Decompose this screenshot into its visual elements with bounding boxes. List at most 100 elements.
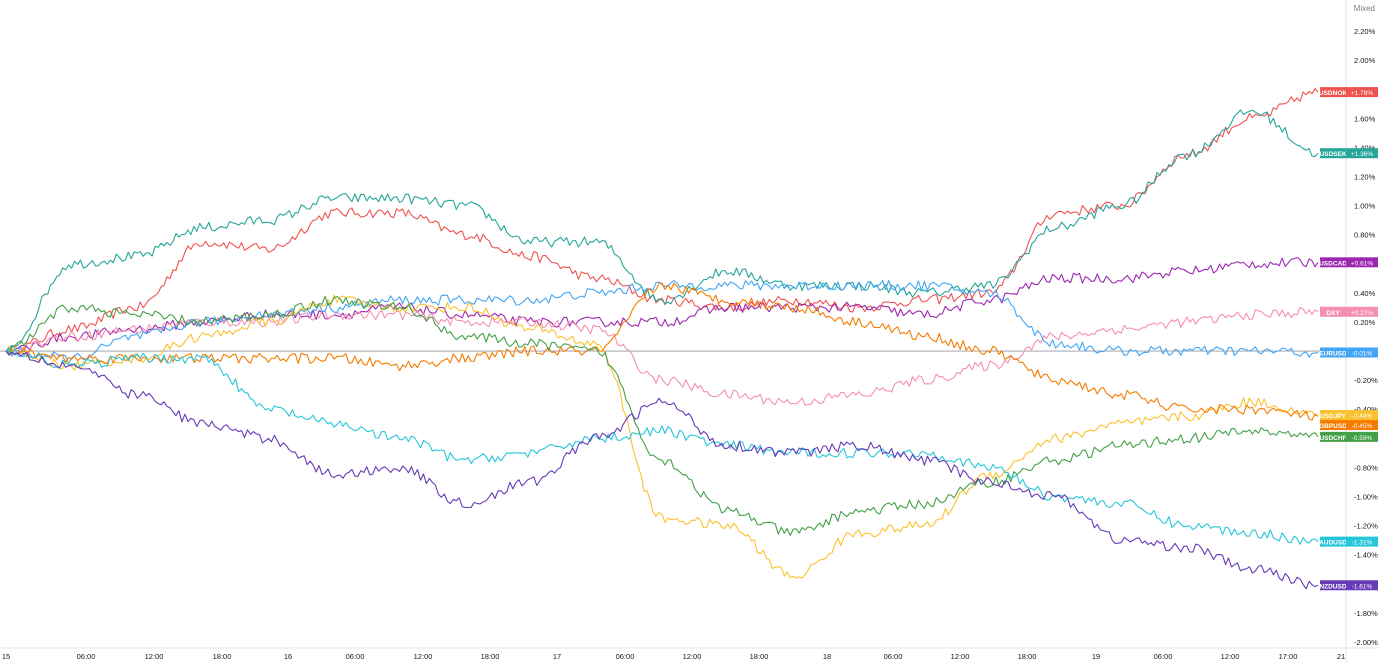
x-tick-label: 18:00 bbox=[750, 652, 769, 661]
x-tick-label: 12:00 bbox=[145, 652, 164, 661]
series-line-audusd bbox=[5, 347, 1319, 545]
badge-name-label: USDNOK bbox=[1319, 90, 1347, 97]
badge-gbpusd: GBPUSD -0.45% bbox=[1319, 420, 1378, 431]
badge-name-bg bbox=[1320, 148, 1346, 159]
series-line-usdsek bbox=[5, 109, 1319, 352]
last-value-badges: USDNOK +1.78% USDSEK +1.36% USDCAD +0.61% DXY +… bbox=[1319, 87, 1378, 591]
y-tick-label: 1.60% bbox=[1354, 114, 1376, 123]
y-tick-label: -2.00% bbox=[1354, 638, 1378, 647]
badge-value-bg bbox=[1346, 347, 1378, 358]
y-tick-label: 1.40% bbox=[1354, 143, 1376, 152]
badge-value-bg bbox=[1346, 410, 1378, 421]
x-axis: 15 06:00 12:00 18:00 16 06:00 12:00 18:00 17 06:0… bbox=[2, 652, 1345, 661]
badge-usdjpy: USDJPY -0.44% bbox=[1320, 410, 1378, 421]
badge-value-label: -0.44% bbox=[1352, 413, 1373, 420]
series-line-usdchf bbox=[5, 295, 1319, 536]
badge-value-bg bbox=[1346, 257, 1378, 268]
badge-nzdusd: NZDUSD -1.61% bbox=[1319, 580, 1378, 591]
x-tick-label: 19 bbox=[1092, 652, 1100, 661]
series-line-usdnok bbox=[5, 88, 1319, 356]
badge-value-label: +0.27% bbox=[1351, 310, 1373, 317]
badge-name-label: EURUSD bbox=[1319, 351, 1347, 358]
x-tick-label: 18 bbox=[823, 652, 831, 661]
badge-value-label: +1.36% bbox=[1351, 151, 1373, 158]
badge-value-label: -1.61% bbox=[1352, 583, 1373, 590]
badge-dxy: DXY +0.27% bbox=[1320, 306, 1378, 317]
badge-usdchf: USDCHF -0.59% bbox=[1319, 431, 1378, 442]
x-tick-label: 15 bbox=[2, 652, 10, 661]
badge-audusd: AUDUSD -1.31% bbox=[1319, 536, 1378, 547]
series-line-usdcad bbox=[5, 257, 1319, 352]
badge-name-label: AUDUSD bbox=[1319, 540, 1347, 547]
badge-name-label: USDCHF bbox=[1319, 435, 1346, 442]
x-tick-label: 12:00 bbox=[414, 652, 433, 661]
y-tick-label: -1.40% bbox=[1354, 551, 1378, 560]
x-tick-label: 12:00 bbox=[951, 652, 970, 661]
series-lines bbox=[5, 88, 1319, 590]
badge-eurusd: EURUSD -0.01% bbox=[1319, 347, 1378, 358]
badge-value-bg bbox=[1346, 431, 1378, 442]
x-tick-label: 06:00 bbox=[616, 652, 635, 661]
badge-value-label: -0.59% bbox=[1352, 435, 1373, 442]
y-tick-label: -0.80% bbox=[1354, 463, 1378, 472]
badge-value-label: -0.01% bbox=[1352, 351, 1373, 358]
badge-name-bg bbox=[1320, 347, 1346, 358]
badge-value-label: +1.78% bbox=[1351, 90, 1373, 97]
badge-usdnok: USDNOK +1.78% bbox=[1319, 87, 1378, 98]
badge-usdcad: USDCAD +0.61% bbox=[1319, 257, 1378, 268]
y-tick-label: 2.00% bbox=[1354, 56, 1376, 65]
badge-name-bg bbox=[1320, 257, 1346, 268]
badge-value-bg bbox=[1346, 420, 1378, 431]
series-line-eurusd bbox=[5, 279, 1319, 364]
badge-name-bg bbox=[1320, 87, 1346, 98]
badge-value-bg bbox=[1346, 536, 1378, 547]
y-axis: 2.20%2.00%1.80%1.60%1.40%1.20%1.00%0.80%… bbox=[1354, 27, 1378, 647]
x-tick-label: 12:00 bbox=[1221, 652, 1240, 661]
badge-value-bg bbox=[1346, 580, 1378, 591]
badge-value-bg bbox=[1346, 306, 1378, 317]
y-tick-label: 0.80% bbox=[1354, 231, 1376, 240]
badge-value-bg bbox=[1346, 87, 1378, 98]
badge-name-label: GBPUSD bbox=[1319, 423, 1347, 430]
x-tick-label: 21 bbox=[1337, 652, 1345, 661]
badge-value-label: +0.61% bbox=[1351, 260, 1373, 267]
badge-value-label: -1.31% bbox=[1352, 540, 1373, 547]
series-line-dxy bbox=[5, 306, 1319, 406]
badge-name-label: USDJPY bbox=[1320, 413, 1347, 420]
badge-name-bg bbox=[1320, 410, 1346, 421]
badge-value-label: -0.45% bbox=[1352, 423, 1373, 430]
x-tick-label: 17:00 bbox=[1279, 652, 1298, 661]
badge-usdsek: USDSEK +1.36% bbox=[1319, 148, 1378, 159]
y-tick-label: 0.40% bbox=[1354, 289, 1376, 298]
y-tick-label: -1.20% bbox=[1354, 522, 1378, 531]
badge-name-label: DXY bbox=[1326, 310, 1340, 317]
series-line-nzdusd bbox=[5, 350, 1319, 590]
series-line-gbpusd bbox=[5, 282, 1319, 421]
x-tick-label: 06:00 bbox=[346, 652, 365, 661]
x-tick-label: 06:00 bbox=[884, 652, 903, 661]
x-tick-label: 06:00 bbox=[77, 652, 96, 661]
y-tick-label: 1.20% bbox=[1354, 172, 1376, 181]
y-tick-label: 2.20% bbox=[1354, 27, 1376, 36]
x-tick-label: 18:00 bbox=[1018, 652, 1037, 661]
y-tick-label: 0.20% bbox=[1354, 318, 1376, 327]
badge-name-label: USDSEK bbox=[1319, 151, 1346, 158]
badge-name-bg bbox=[1320, 580, 1346, 591]
scale-mode-label[interactable]: Mixed bbox=[1354, 4, 1375, 13]
y-tick-label: 1.00% bbox=[1354, 202, 1376, 211]
badge-name-bg bbox=[1320, 536, 1346, 547]
x-tick-label: 06:00 bbox=[1154, 652, 1173, 661]
x-tick-label: 12:00 bbox=[683, 652, 702, 661]
badge-name-label: USDCAD bbox=[1319, 260, 1347, 267]
x-tick-label: 18:00 bbox=[213, 652, 232, 661]
x-tick-label: 18:00 bbox=[481, 652, 500, 661]
y-tick-label: -1.80% bbox=[1354, 609, 1378, 618]
badge-name-bg bbox=[1320, 420, 1346, 431]
badge-name-bg bbox=[1320, 306, 1346, 317]
series-line-usdjpy bbox=[5, 294, 1319, 579]
y-tick-label: -0.40% bbox=[1354, 405, 1378, 414]
y-tick-label: -1.00% bbox=[1354, 493, 1378, 502]
